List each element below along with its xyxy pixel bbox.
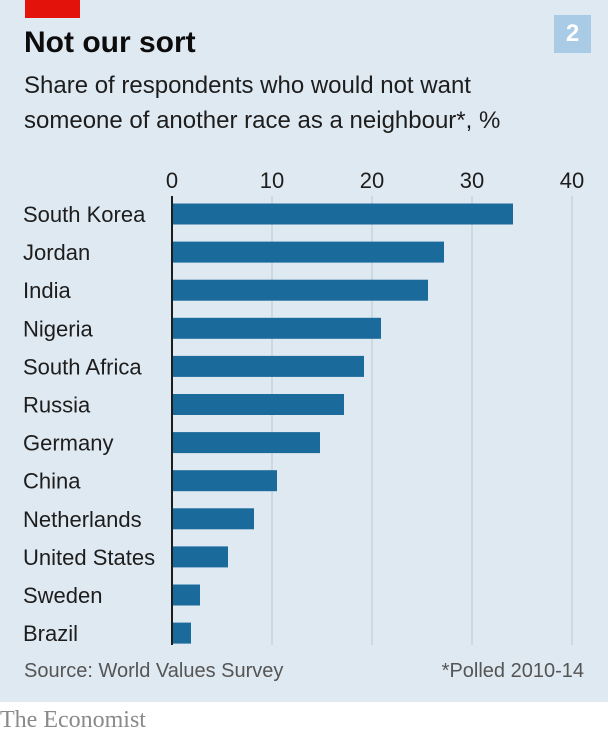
- bar-india: [172, 279, 428, 301]
- category-label: China: [23, 469, 81, 494]
- category-label: India: [23, 278, 71, 303]
- category-label: Russia: [23, 393, 91, 418]
- bar-germany: [172, 432, 320, 454]
- bar-russia: [172, 394, 344, 415]
- category-label: South Korea: [23, 202, 146, 227]
- chart-panel: Not our sort 2 Share of respondents who …: [0, 0, 608, 702]
- category-label: Nigeria: [23, 316, 93, 341]
- source-note: Source: World Values Survey: [24, 660, 284, 682]
- bar-south-korea: [172, 203, 513, 225]
- footnote: *Polled 2010-14: [441, 660, 584, 682]
- bar-nigeria: [172, 317, 381, 339]
- x-tick-label: 40: [560, 168, 584, 193]
- category-label: Jordan: [23, 240, 90, 265]
- category-label: United States: [23, 545, 155, 570]
- bar-brazil: [172, 622, 191, 644]
- bar-china: [172, 470, 277, 492]
- bar-jordan: [172, 241, 444, 263]
- brand-red-tab: [25, 0, 80, 18]
- bar-united-states: [172, 546, 228, 568]
- bar-netherlands: [172, 508, 254, 530]
- chart-subtitle-line-2: someone of another race as a neighbour*,…: [24, 107, 501, 134]
- bar-sweden: [172, 584, 200, 606]
- x-tick-label: 20: [360, 168, 384, 193]
- category-label: Brazil: [23, 621, 78, 646]
- bar-chart: 0 10 20 30 40 South Korea Jordan India Nigeria So…: [23, 168, 584, 646]
- bar-south-africa: [172, 355, 364, 377]
- category-label: South Africa: [23, 354, 142, 379]
- publisher-logo-text: The Economist: [0, 707, 146, 733]
- x-tick-label: 0: [166, 168, 178, 193]
- category-label: Netherlands: [23, 507, 142, 532]
- chart-title: Not our sort: [24, 26, 196, 59]
- category-label: Sweden: [23, 583, 103, 608]
- chart-subtitle-line-1: Share of respondents who would not want: [24, 72, 471, 99]
- x-tick-label: 10: [260, 168, 284, 193]
- chart-number-badge: 2: [554, 15, 591, 53]
- x-tick-label: 30: [460, 168, 484, 193]
- category-label: Germany: [23, 431, 113, 456]
